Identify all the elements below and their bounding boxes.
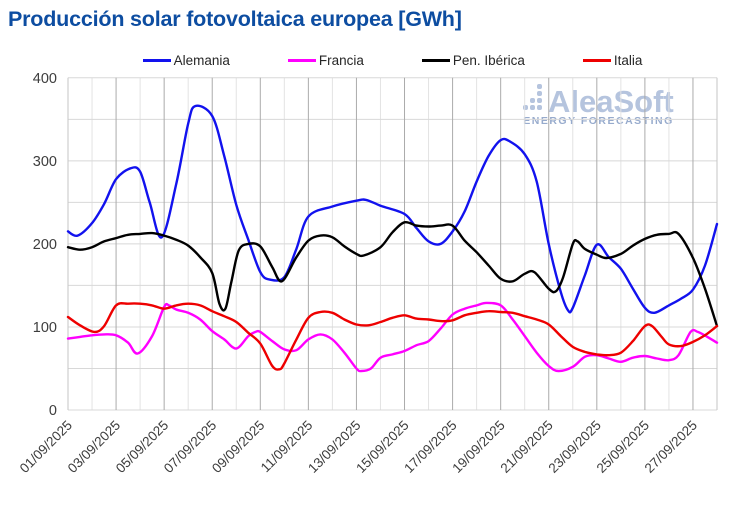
y-tick-label: 100 (33, 320, 57, 336)
dot (530, 98, 535, 103)
legend-label: Alemania (173, 52, 230, 68)
chart-legend: Alemania Francia Pen. Ibérica Italia (68, 49, 717, 71)
dots-column (530, 96, 535, 110)
legend-item-pen-ib-rica: Pen. Ibérica (421, 52, 525, 68)
legend-line-swatch (287, 58, 316, 62)
dot (523, 105, 528, 110)
x-tick-label: 27/09/2025 (642, 418, 700, 476)
aleasoft-dots-icon (521, 82, 542, 110)
legend-item-italia: Italia (582, 52, 643, 68)
dot (530, 105, 535, 110)
watermark-row: AleaSoft (521, 82, 674, 117)
aleasoft-watermark: AleaSoft ENERGY FORECASTING (521, 82, 674, 127)
series-line-pen-ib-rica (66, 220, 719, 328)
legend-line-swatch (582, 58, 611, 62)
y-tick-label: 400 (33, 71, 57, 87)
legend-label: Italia (613, 52, 643, 68)
legend-item-francia: Francia (287, 52, 364, 68)
dots-column (523, 103, 528, 110)
chart-title: Producción solar fotovoltaica europea [G… (8, 7, 462, 31)
series-line-alemania (66, 104, 719, 315)
dot (537, 91, 542, 96)
y-tick-label: 200 (33, 237, 57, 253)
dot (537, 98, 542, 103)
legend-label: Francia (318, 52, 364, 68)
dot (537, 84, 542, 89)
x-tick-label: 09/09/2025 (209, 418, 267, 476)
series-line-francia (66, 301, 719, 373)
legend-line-swatch (142, 58, 171, 62)
legend-label: Pen. Ibérica (452, 52, 525, 68)
dots-column (537, 82, 542, 110)
y-tick-label: 300 (33, 154, 57, 170)
legend-line-swatch (421, 58, 450, 62)
y-tick-label: 0 (49, 403, 57, 419)
dot (537, 105, 542, 110)
watermark-brand: AleaSoft (548, 84, 674, 119)
legend-item-alemania: Alemania (142, 52, 230, 68)
series-line-italia (66, 302, 719, 371)
watermark-subtitle: ENERGY FORECASTING (523, 115, 674, 127)
